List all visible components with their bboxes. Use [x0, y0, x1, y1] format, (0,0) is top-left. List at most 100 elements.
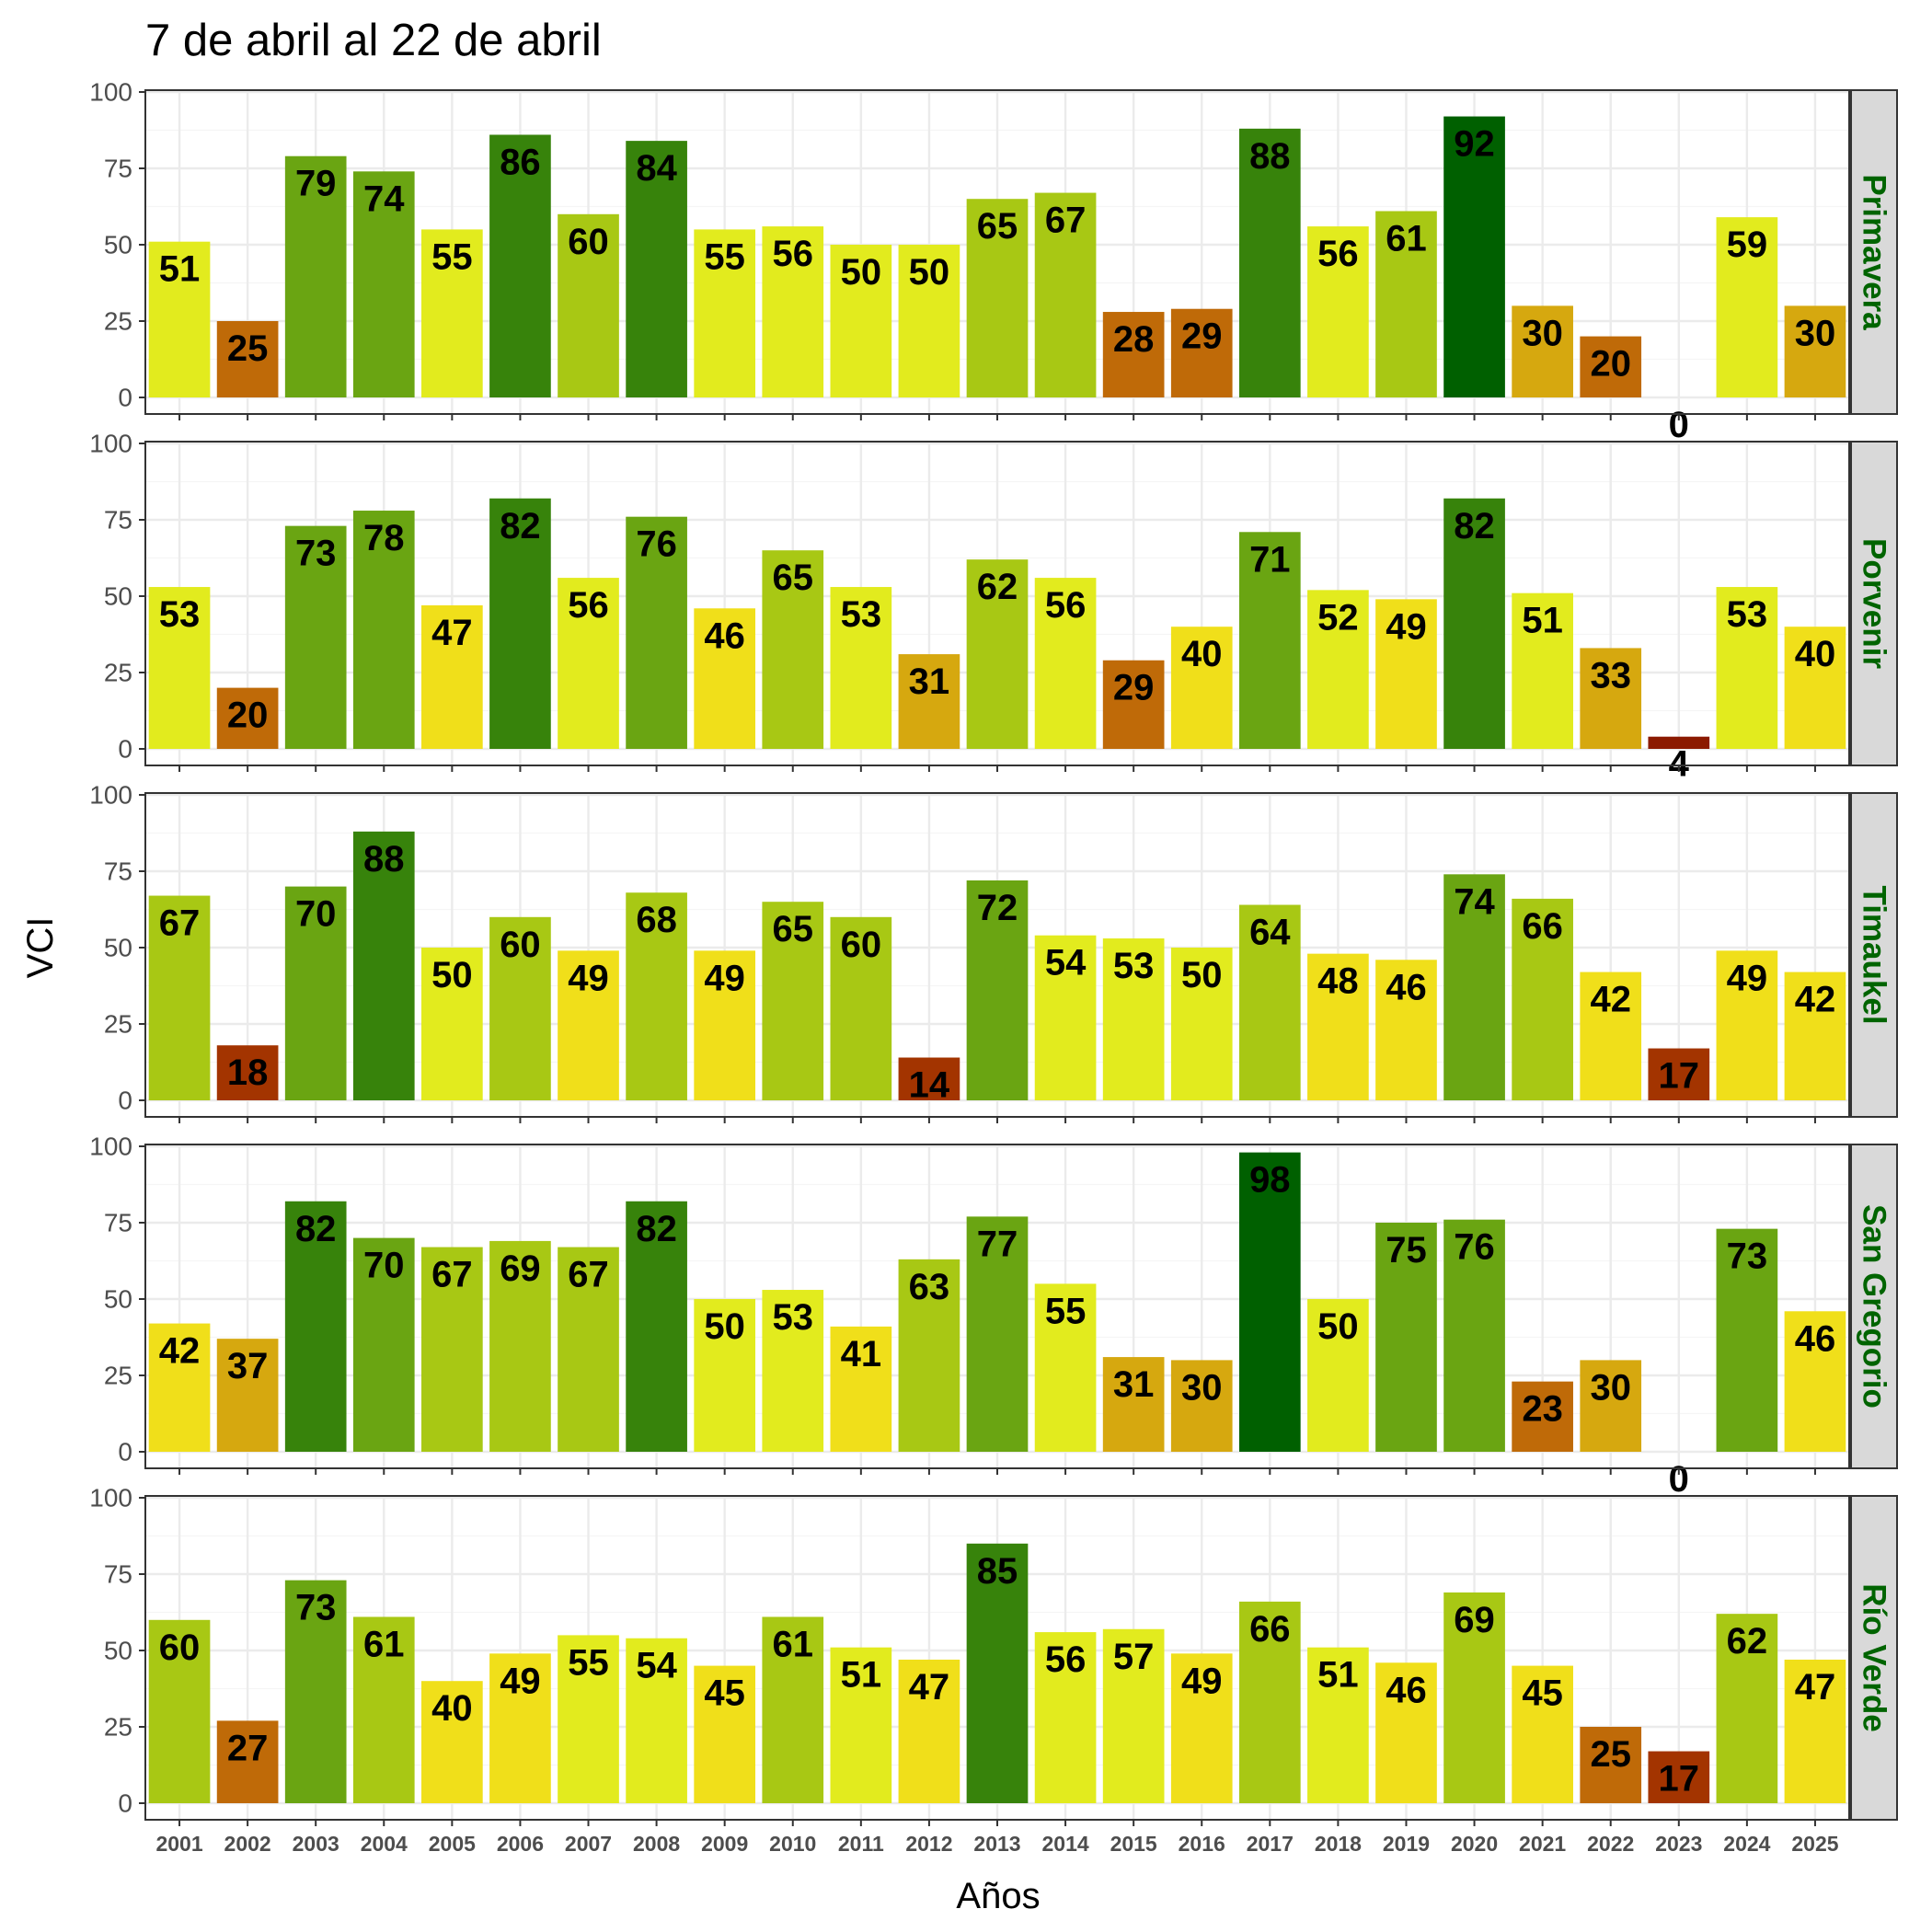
x-tick-label: 2011: [838, 1832, 884, 1856]
bar-2017: [1238, 128, 1301, 397]
value-label: 56: [773, 234, 814, 274]
bar-2012: [898, 654, 960, 749]
bar-2003: [284, 886, 347, 1100]
x-tick-label: 2003: [293, 1832, 339, 1856]
bar-2017: [1238, 1601, 1301, 1803]
value-label: 55: [1045, 1291, 1087, 1331]
facet-strip-background: [1850, 89, 1898, 415]
facet-strip-label: Timaukel: [1857, 885, 1892, 1024]
value-label: 79: [295, 164, 337, 204]
x-axis-ticks: 2001 2002 2003 2004 2005 2006 2007 2008 2009 2010…: [155, 1832, 1838, 1856]
value-label: 51: [159, 249, 201, 290]
value-label: 56: [568, 585, 609, 626]
x-tick-label: 2001: [155, 1832, 202, 1856]
bar-2019: [1375, 1662, 1437, 1803]
panel-primavera: 51 25 79 74 55 86 60 84 55 56 50 50 65 67 28 29 88 56 61 92…: [89, 78, 1898, 445]
bar-2011: [830, 587, 892, 749]
bar-2009: [694, 608, 756, 749]
value-label: 92: [1454, 124, 1495, 165]
bar-2022: [1580, 1360, 1642, 1452]
bar-2025: [1784, 1311, 1846, 1452]
y-tick-label: 50: [104, 934, 132, 962]
y-tick-label: 50: [104, 1637, 132, 1665]
bar-2019: [1375, 1223, 1437, 1452]
bar-2003: [284, 155, 347, 397]
value-label: 50: [1317, 1306, 1359, 1347]
bar-2014: [1034, 1283, 1097, 1452]
facet-strip-background: [1850, 1495, 1898, 1821]
value-label: 60: [159, 1627, 201, 1668]
value-labels: 53 20 73 78 47 82 56 76 46 65 53 31 62 56 29 40 71 52 49 82…: [159, 506, 1835, 785]
x-tick-label: 2008: [633, 1832, 680, 1856]
value-label: 75: [1386, 1230, 1427, 1271]
bar-2022: [1580, 1727, 1642, 1803]
value-label: 66: [1522, 906, 1563, 947]
x-tick-label: 2014: [1041, 1832, 1088, 1856]
value-label: 20: [227, 696, 269, 736]
value-label: 41: [841, 1334, 882, 1374]
value-label: 65: [773, 909, 814, 949]
value-label: 73: [1727, 1236, 1768, 1277]
y-axis-title: VCI: [20, 917, 61, 979]
value-label: 45: [704, 1673, 745, 1714]
y-tick-label: 25: [104, 1010, 132, 1039]
bar-2013: [966, 1216, 1029, 1452]
bar-2021: [1512, 592, 1573, 749]
y-tick-label: 25: [104, 307, 132, 336]
bar-2008: [626, 516, 687, 749]
bar-2020: [1443, 116, 1505, 397]
bar-2007: [558, 1635, 619, 1803]
value-label: 74: [363, 178, 405, 219]
bar-2008: [626, 1638, 687, 1803]
value-label: 54: [1045, 943, 1087, 983]
value-label: 50: [431, 955, 473, 995]
bar-2009: [694, 950, 756, 1100]
value-label: 55: [568, 1642, 609, 1683]
bar-2001: [148, 895, 211, 1100]
value-label: 29: [1113, 668, 1155, 708]
value-label: 49: [1181, 1661, 1223, 1701]
bar-2003: [284, 525, 347, 749]
facet-panels: 51 25 79 74 55 86 60 84 55 56 50 50 65 67 28 29 88 56 61 92…: [89, 78, 1898, 1826]
bar-2016: [1170, 308, 1233, 397]
bar-2012: [898, 1259, 960, 1452]
x-tick-label: 2017: [1247, 1832, 1294, 1856]
value-label: 67: [431, 1255, 473, 1295]
value-label: 61: [1386, 218, 1427, 259]
value-label: 73: [295, 1588, 337, 1628]
y-axis-ticks: 0 25 50 75 100: [89, 78, 145, 412]
value-label: 50: [704, 1306, 745, 1347]
value-label: 56: [1045, 1639, 1087, 1680]
bar-2025: [1784, 627, 1846, 749]
bar-2021: [1512, 1665, 1573, 1803]
bar-2007: [558, 1247, 619, 1452]
value-label: 17: [1659, 1759, 1700, 1800]
value-label: 31: [909, 661, 950, 702]
bar-2020: [1443, 1219, 1505, 1452]
bar-2012: [898, 1057, 960, 1100]
x-tick-label: 2010: [769, 1832, 816, 1856]
bar-2006: [489, 916, 551, 1100]
value-label: 46: [1386, 967, 1427, 1007]
value-label: 67: [568, 1255, 609, 1295]
y-tick-label: 100: [89, 1133, 132, 1161]
value-label: 4: [1669, 744, 1690, 785]
value-label: 20: [1590, 344, 1631, 385]
value-label: 55: [431, 236, 473, 277]
value-label: 98: [1249, 1160, 1291, 1201]
y-tick-label: 75: [104, 857, 132, 886]
bar-2002: [216, 687, 279, 749]
value-label: 53: [159, 594, 201, 635]
facet-strip-label: Primavera: [1857, 174, 1892, 330]
bar-2016: [1170, 1360, 1233, 1452]
y-tick-label: 75: [104, 1560, 132, 1589]
bar-2018: [1307, 1647, 1369, 1803]
bar-2002: [216, 321, 279, 397]
bar-2006: [489, 498, 551, 749]
bar-2003: [284, 1580, 347, 1803]
value-label: 60: [500, 925, 541, 965]
x-tick-label: 2018: [1315, 1832, 1362, 1856]
bar-2022: [1580, 648, 1642, 749]
value-label: 40: [431, 1688, 473, 1729]
value-label: 57: [1113, 1637, 1155, 1677]
